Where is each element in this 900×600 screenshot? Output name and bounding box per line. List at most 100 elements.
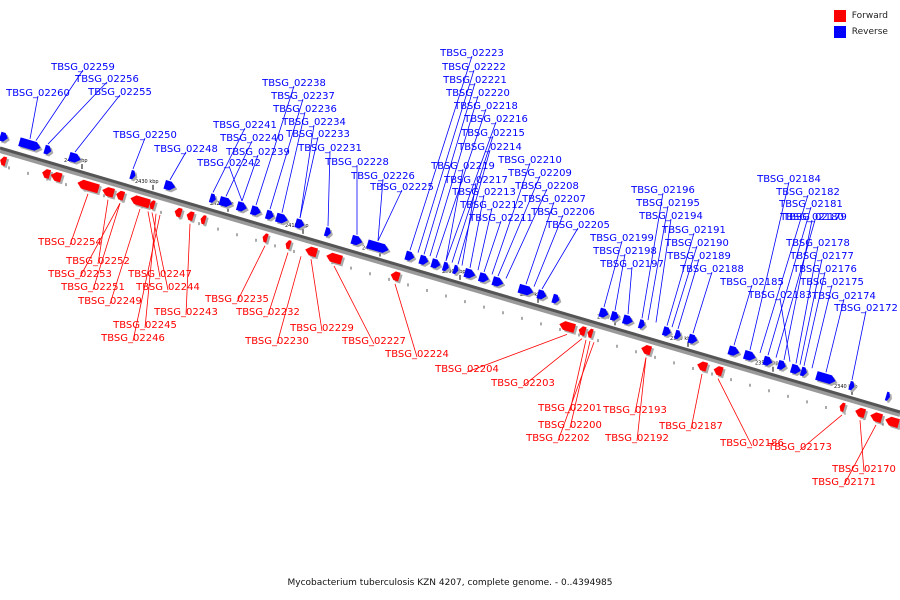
gene-label[interactable]: TBSG_02197	[599, 259, 664, 270]
gene-label[interactable]: TBSG_02198	[592, 246, 657, 257]
gene-rev-33[interactable]	[687, 333, 698, 344]
gene-label[interactable]: TBSG_02211	[468, 213, 533, 224]
gene-fwd-25[interactable]	[885, 416, 900, 428]
gene-label[interactable]: TBSG_02260	[5, 88, 70, 99]
gene-fwd-21[interactable]	[713, 366, 724, 377]
gene-rev-29[interactable]	[621, 314, 633, 325]
gene-label[interactable]: TBSG_02212	[459, 200, 524, 211]
gene-label[interactable]: TBSG_02184	[756, 174, 821, 185]
gene-label[interactable]: TBSG_02196	[630, 185, 695, 196]
gene-rev-23[interactable]	[491, 276, 504, 287]
gene-label[interactable]: TBSG_02235	[204, 294, 269, 305]
gene-fwd-19[interactable]	[641, 345, 653, 356]
gene-label[interactable]: TBSG_02250	[112, 130, 177, 141]
gene-label[interactable]: TBSG_02226	[350, 171, 415, 182]
gene-rev-40[interactable]	[815, 371, 836, 385]
gene-label[interactable]: TBSG_02253	[47, 269, 112, 280]
gene-fwd-0[interactable]	[0, 156, 8, 167]
gene-label[interactable]: TBSG_02239	[225, 147, 290, 158]
gene-fwd-3[interactable]	[77, 179, 100, 194]
gene-fwd-23[interactable]	[855, 407, 867, 418]
gene-rev-16[interactable]	[404, 250, 415, 261]
gene-label[interactable]: TBSG_02232	[235, 307, 300, 318]
gene-rev-22[interactable]	[477, 272, 489, 283]
gene-label[interactable]: TBSG_02241	[212, 120, 277, 131]
gene-label[interactable]: TBSG_02233	[285, 129, 350, 140]
gene-label[interactable]: TBSG_02192	[604, 433, 669, 444]
legend-reverse[interactable]: Reverse	[833, 24, 888, 40]
gene-fwd-17[interactable]	[578, 326, 587, 337]
gene-label[interactable]: TBSG_02230	[244, 336, 309, 347]
gene-label[interactable]: TBSG_02189	[666, 251, 731, 262]
gene-label[interactable]: TBSG_02204	[434, 364, 499, 375]
gene-label[interactable]: TBSG_02247	[127, 269, 192, 280]
gene-label[interactable]: TBSG_02209	[507, 168, 572, 179]
gene-rev-14[interactable]	[350, 234, 363, 246]
gene-label[interactable]: TBSG_02244	[135, 282, 200, 293]
gene-label[interactable]: TBSG_02242	[196, 158, 261, 169]
gene-rev-32[interactable]	[673, 329, 681, 340]
gene-rev-17[interactable]	[418, 254, 429, 265]
gene-label[interactable]: TBSG_02254	[37, 237, 102, 248]
gene-fwd-5[interactable]	[116, 190, 126, 201]
gene-rev-41[interactable]	[848, 380, 855, 391]
gene-fwd-10[interactable]	[200, 215, 207, 225]
gene-fwd-1[interactable]	[42, 169, 52, 179]
gene-label[interactable]: TBSG_02194	[638, 211, 703, 222]
gene-rev-11[interactable]	[274, 212, 288, 224]
gene-label[interactable]: TBSG_02216	[463, 114, 528, 125]
gene-rev-24[interactable]	[517, 283, 534, 296]
gene-label[interactable]: TBSG_02240	[219, 133, 284, 144]
gene-fwd-15[interactable]	[390, 271, 401, 282]
gene-rev-15[interactable]	[366, 239, 389, 253]
gene-label[interactable]: TBSG_02183	[747, 290, 812, 301]
gene-rev-10[interactable]	[264, 209, 274, 220]
gene-label[interactable]: TBSG_02208	[514, 181, 579, 192]
gene-rev-8[interactable]	[235, 201, 247, 212]
legend-forward[interactable]: Forward	[833, 8, 888, 24]
gene-label[interactable]: TBSG_02205	[545, 220, 610, 231]
gene-fwd-11[interactable]	[262, 233, 269, 243]
gene-label[interactable]: TBSG_02252	[65, 256, 130, 267]
gene-label[interactable]: TBSG_02201	[537, 403, 602, 414]
gene-label[interactable]: TBSG_02203	[490, 378, 555, 389]
gene-rev-28[interactable]	[609, 310, 619, 321]
gene-rev-19[interactable]	[441, 261, 449, 272]
gene-label[interactable]: TBSG_02185	[719, 277, 784, 288]
gene-rev-27[interactable]	[598, 307, 609, 318]
gene-rev-35[interactable]	[742, 349, 756, 361]
gene-label[interactable]: TBSG_02171	[811, 477, 876, 488]
gene-fwd-14[interactable]	[326, 252, 343, 265]
gene-label[interactable]: TBSG_02248	[153, 144, 218, 155]
gene-label[interactable]: TBSG_02181	[778, 199, 843, 210]
gene-label[interactable]: TBSG_02213	[451, 187, 516, 198]
gene-label[interactable]: TBSG_02186	[719, 438, 784, 449]
gene-label[interactable]: TBSG_02215	[460, 128, 525, 139]
gene-fwd-20[interactable]	[697, 361, 709, 372]
gene-label[interactable]: TBSG_02214	[457, 142, 522, 153]
gene-label[interactable]: TBSG_02220	[445, 88, 510, 99]
gene-label[interactable]: TBSG_02178	[785, 238, 850, 249]
gene-label[interactable]: TBSG_02251	[60, 282, 125, 293]
gene-fwd-24[interactable]	[870, 412, 884, 423]
gene-label[interactable]: TBSG_02200	[537, 420, 602, 431]
gene-label[interactable]: TBSG_02225	[369, 182, 434, 193]
gene-rev-34[interactable]	[727, 345, 740, 356]
gene-label[interactable]: TBSG_02237	[270, 91, 335, 102]
gene-label[interactable]: TBSG_02259	[50, 62, 115, 73]
gene-label[interactable]: TBSG_02180	[779, 212, 844, 223]
gene-fwd-13[interactable]	[305, 246, 319, 258]
gene-rev-12[interactable]	[294, 218, 305, 229]
gene-label[interactable]: TBSG_02199	[589, 233, 654, 244]
gene-label[interactable]: TBSG_02191	[661, 225, 726, 236]
gene-rev-9[interactable]	[249, 205, 261, 216]
gene-rev-25[interactable]	[536, 289, 547, 300]
gene-fwd-6[interactable]	[130, 195, 151, 209]
gene-rev-5[interactable]	[163, 180, 176, 191]
gene-fwd-4[interactable]	[102, 187, 116, 198]
gene-rev-42[interactable]	[884, 391, 890, 401]
gene-label[interactable]: TBSG_02175	[799, 277, 864, 288]
gene-label[interactable]: TBSG_02182	[775, 187, 840, 198]
gene-label[interactable]: TBSG_02187	[658, 421, 723, 432]
gene-rev-38[interactable]	[789, 363, 801, 374]
